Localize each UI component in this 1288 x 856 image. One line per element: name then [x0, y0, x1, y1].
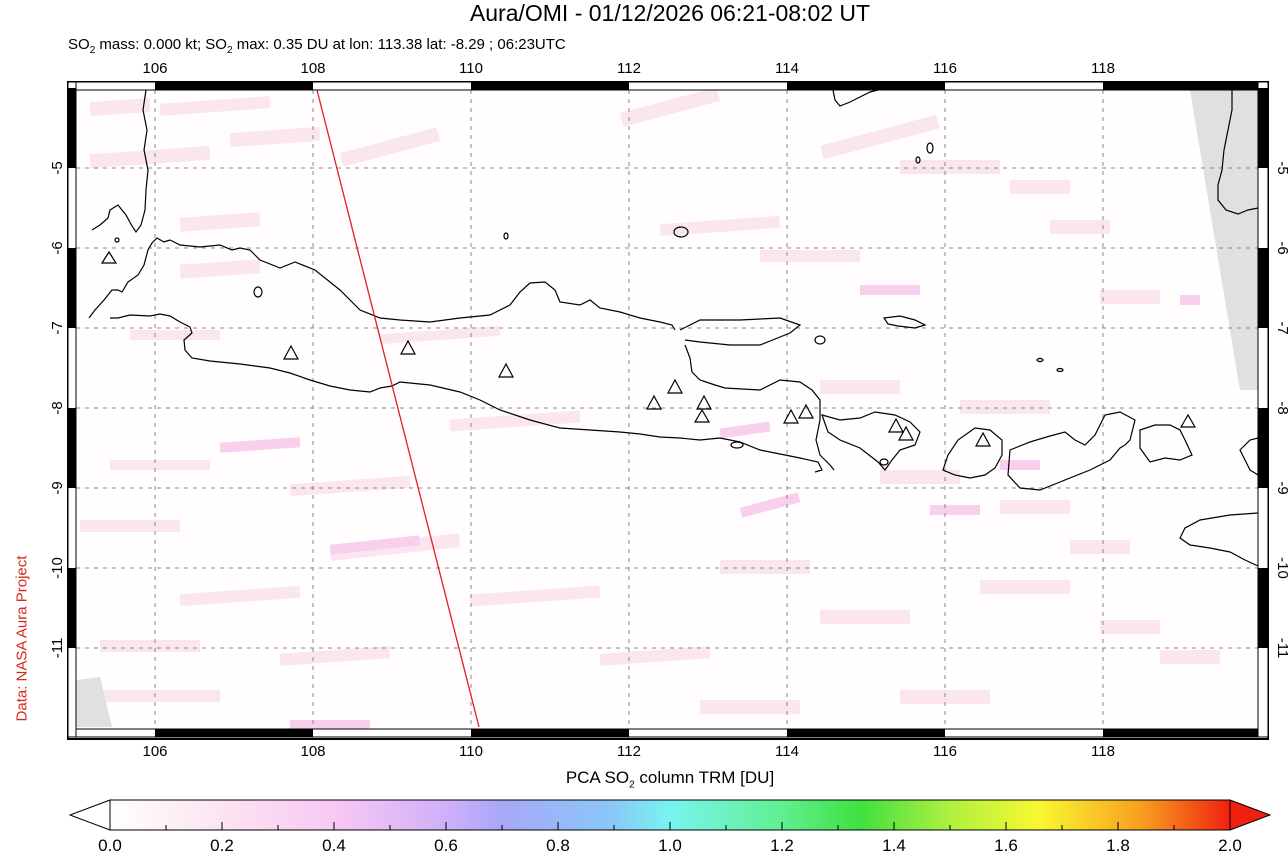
colorbar-tick: 1.6: [994, 836, 1018, 855]
bottom-axis-bar: [67, 728, 1269, 738]
map-title: Aura/OMI - 01/12/2026 06:21-08:02 UT: [469, 0, 871, 26]
volcano-markers: [100, 250, 1197, 447]
lon-label-top: 108: [300, 60, 326, 77]
top-axis-bar: [67, 81, 1269, 91]
lon-label-top: 112: [617, 60, 641, 77]
left-axis-bar: [67, 81, 77, 738]
lon-label-top: 106: [142, 60, 168, 77]
lat-label-right: -8: [1274, 401, 1288, 415]
lat-label-right: -11: [1274, 637, 1288, 659]
lon-label-top: 114: [775, 60, 799, 77]
colorbar-tick: 0.4: [322, 836, 346, 855]
lat-label-right: -10: [1274, 557, 1288, 579]
lat-label-left: -10: [49, 557, 66, 579]
so2-summary: SO2 mass: 0.000 kt; SO2 max: 0.35 DU at …: [68, 36, 566, 56]
colorbar-tick: 2.0: [1218, 836, 1242, 855]
colorbar-tick: 1.4: [882, 836, 906, 855]
lat-label-right: -6: [1274, 241, 1288, 255]
lat-label-left: -9: [49, 481, 66, 495]
lon-label-top: 116: [933, 60, 957, 77]
colorbar-tick: 1.0: [658, 836, 682, 855]
lat-label-right: -9: [1274, 481, 1288, 495]
colorbar-tick: 0.2: [210, 836, 234, 855]
colorbar: [68, 799, 1272, 831]
lat-label-left: -11: [49, 637, 66, 659]
lon-label-bottom: 110: [459, 743, 483, 760]
colorbar-tick: 0.0: [98, 836, 122, 855]
colorbar-tick: 0.8: [546, 836, 570, 855]
orbit-track: [316, 89, 480, 728]
lon-label-bottom: 118: [1091, 743, 1115, 760]
lat-label-left: -8: [49, 401, 66, 415]
colorbar-tick: 1.2: [770, 836, 794, 855]
lon-label-bottom: 112: [617, 743, 641, 760]
colorbar-title: PCA SO2 column TRM [DU]: [565, 768, 775, 791]
lon-label-bottom: 114: [775, 743, 799, 760]
colorbar-tick: 1.8: [1106, 836, 1130, 855]
lat-label-left: -5: [49, 161, 66, 175]
lon-label-bottom: 116: [933, 743, 957, 760]
graticule: [76, 90, 1258, 737]
lat-label-right: -7: [1274, 321, 1288, 335]
coastlines: [88, 89, 1259, 567]
lon-label-top: 110: [459, 60, 483, 77]
lon-label-bottom: 108: [300, 743, 326, 760]
right-axis-bar: [1257, 81, 1269, 738]
lat-label-left: -6: [49, 241, 66, 255]
lon-label-top: 118: [1091, 60, 1115, 77]
lat-label-right: -5: [1274, 161, 1288, 175]
lat-label-left: -7: [49, 321, 66, 335]
lon-label-bottom: 106: [142, 743, 168, 760]
colorbar-tick: 0.6: [434, 836, 458, 855]
so2-data-layer: [76, 87, 1260, 737]
